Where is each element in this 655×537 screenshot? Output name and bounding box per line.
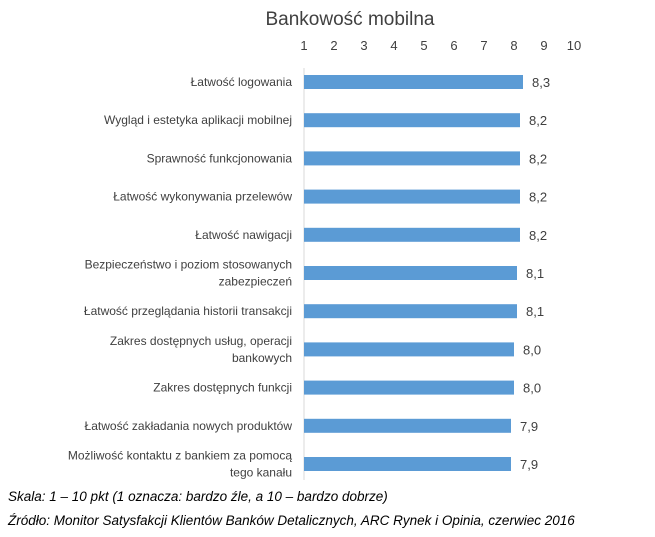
category-label: Sprawność funkcjonowania <box>147 151 293 165</box>
data-label: 8,1 <box>526 304 544 319</box>
category-label: Łatwość nawigacji <box>195 228 292 242</box>
category-label: tego kanału <box>230 466 292 480</box>
category-label: Łatwość wykonywania przelewów <box>113 190 292 204</box>
bar <box>304 342 514 357</box>
category-label: bankowych <box>232 351 292 365</box>
data-label: 8,2 <box>529 151 547 166</box>
category-label: zabezpieczeń <box>219 275 292 289</box>
x-tick-label: 3 <box>360 38 367 53</box>
bar <box>304 457 511 471</box>
category-label: Łatwość logowania <box>191 75 293 89</box>
bar <box>304 380 514 395</box>
bar <box>304 304 517 319</box>
x-tick-label: 2 <box>330 38 337 53</box>
x-tick-label: 7 <box>480 38 487 53</box>
category-label: Zakres dostępnych usług, operacji <box>110 334 292 348</box>
data-label: 8,2 <box>529 190 547 205</box>
data-label: 7,9 <box>520 419 538 434</box>
bar <box>304 227 520 242</box>
bar <box>304 418 511 433</box>
x-tick-label: 8 <box>510 38 517 53</box>
chart-title: Bankowość mobilna <box>266 9 435 30</box>
x-tick-label: 9 <box>540 38 547 53</box>
category-label: Możliwość kontaktu z bankiem za pomocą <box>68 449 292 463</box>
data-label: 8,1 <box>526 266 544 281</box>
x-tick-label: 6 <box>450 38 457 53</box>
data-label: 7,9 <box>520 457 538 472</box>
category-label: Wygląd i estetyka aplikacji mobilnej <box>104 113 292 127</box>
data-label: 8,2 <box>529 228 547 243</box>
x-tick-label: 5 <box>420 38 427 53</box>
data-label: 8,0 <box>523 342 541 357</box>
data-label: 8,2 <box>529 113 547 128</box>
bar <box>304 113 520 128</box>
x-tick-label: 4 <box>390 38 397 53</box>
data-label: 8,3 <box>532 75 550 90</box>
category-label: Łatwość przeglądania historii transakcji <box>84 304 292 318</box>
category-label: Zakres dostępnych funkcji <box>153 381 292 395</box>
category-label: Bezpieczeństwo i poziom stosowanych <box>85 258 292 272</box>
bar <box>304 266 517 280</box>
scale-note: Skala: 1 – 10 pkt (1 oznacza: bardzo źle… <box>8 489 388 504</box>
x-tick-label: 10 <box>567 38 581 53</box>
x-tick-label: 1 <box>300 38 307 53</box>
bar <box>304 75 523 89</box>
category-label: Łatwość zakładania nowych produktów <box>85 419 293 433</box>
data-label: 8,0 <box>523 381 541 396</box>
bar <box>304 151 520 166</box>
bar <box>304 189 520 204</box>
source-note: Źródło: Monitor Satysfakcji Klientów Ban… <box>8 513 575 528</box>
